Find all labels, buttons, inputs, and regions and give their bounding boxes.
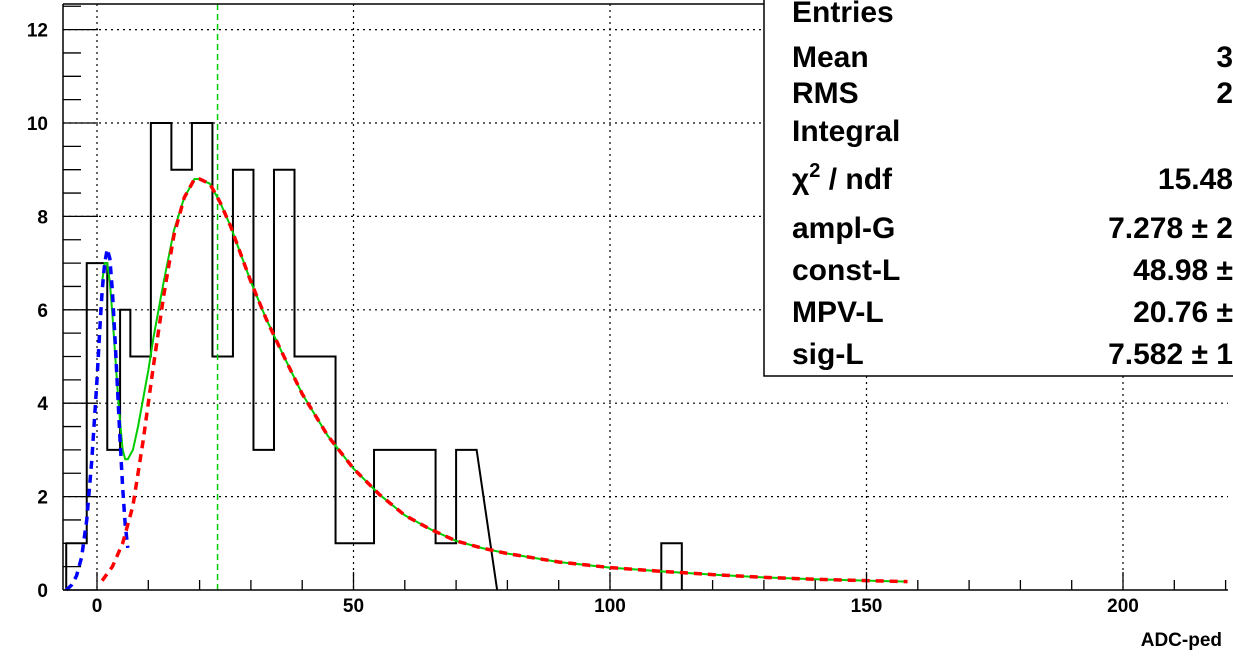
y-tick-label: 4 [37, 394, 48, 415]
y-tick-label: 12 [27, 21, 48, 42]
stats-row-label: Mean [792, 41, 869, 74]
stats-rows: Entries Mean 3 RMS 2 Integral χ2 / ndf 15.48 amp… [792, 0, 1233, 371]
x-tick-label: 100 [594, 596, 626, 617]
stats-row-value: 15.48 [1158, 163, 1233, 196]
stats-row-label: sig-L [792, 338, 864, 371]
stats-row-label: ampl-G [792, 212, 895, 245]
fit-curves [65, 4, 908, 592]
stats-row-label: Integral [792, 115, 900, 148]
stats-box: Entries Mean 3 RMS 2 Integral χ2 / ndf 15.48 amp… [763, 0, 1233, 377]
stats-row-value: 48.98 ± [1133, 254, 1233, 287]
x-tick-label: 0 [92, 596, 103, 617]
stats-row-label: const-L [792, 254, 900, 287]
x-axis-title: ADC-ped [1141, 630, 1222, 651]
stats-row-value: 2 [1216, 77, 1233, 110]
stats-row-label: Entries [792, 0, 894, 29]
axes-frame [62, 3, 1228, 591]
axis-ticks: 0 50 100 150 200 0 2 4 6 8 10 12 [27, 5, 1227, 617]
gauss-fit-curve [65, 248, 130, 592]
stats-row-label: χ2 / ndf [792, 160, 893, 196]
x-tick-label: 50 [343, 596, 364, 617]
y-tick-label: 2 [37, 488, 48, 509]
stats-row-value: 20.76 ± [1133, 296, 1233, 329]
y-tick-label: 10 [27, 114, 48, 135]
stats-box-frame [763, 0, 1233, 377]
landau-fit-curve [100, 177, 908, 584]
y-tick-label: 0 [37, 581, 48, 602]
stats-row-label: RMS [792, 77, 859, 110]
histogram-outline [65, 122, 499, 591]
x-tick-label: 200 [1107, 596, 1139, 617]
x-tick-label: 150 [851, 596, 883, 617]
histogram-bars [65, 122, 683, 591]
y-tick-label: 6 [37, 301, 48, 322]
stats-row-value: 7.278 ± 2 [1108, 212, 1233, 245]
stats-row-value: 3 [1216, 41, 1233, 74]
y-tick-label: 8 [37, 207, 48, 228]
stats-row-value: 7.582 ± 1 [1108, 338, 1233, 371]
stats-row-label: MPV-L [792, 296, 884, 329]
histogram-bin [660, 542, 683, 590]
